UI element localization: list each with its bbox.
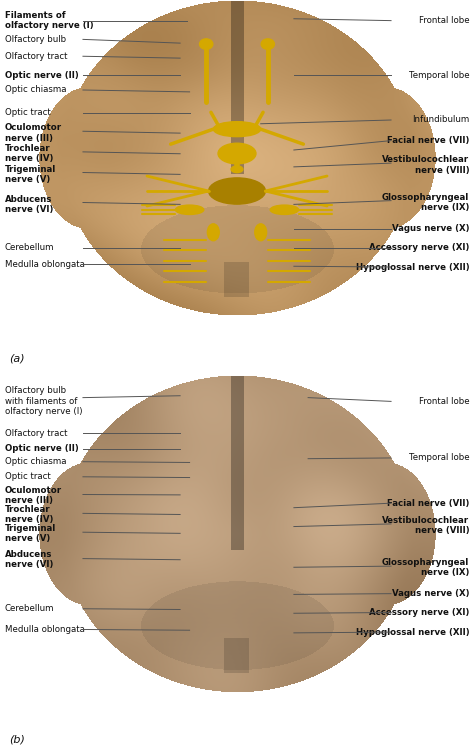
Text: Temporal lobe: Temporal lobe	[409, 71, 469, 80]
Text: Optic chiasma: Optic chiasma	[5, 457, 66, 466]
Text: Glossopharyngeal
nerve (IX): Glossopharyngeal nerve (IX)	[382, 557, 469, 577]
Text: Medulla oblongata: Medulla oblongata	[5, 260, 85, 269]
Text: Medulla oblongata: Medulla oblongata	[5, 625, 85, 634]
Text: Frontal lobe: Frontal lobe	[419, 16, 469, 25]
Text: Cerebellum: Cerebellum	[5, 243, 54, 252]
Text: Trochlear
nerve (IV): Trochlear nerve (IV)	[5, 144, 53, 163]
Text: Hypoglossal nerve (XII): Hypoglossal nerve (XII)	[356, 262, 469, 271]
Text: Infundibulum: Infundibulum	[412, 116, 469, 125]
Text: Facial nerve (VII): Facial nerve (VII)	[387, 136, 469, 145]
Text: Hypoglossal nerve (XII): Hypoglossal nerve (XII)	[356, 628, 469, 637]
Text: Trigeminal
nerve (V): Trigeminal nerve (V)	[5, 523, 56, 543]
Ellipse shape	[207, 224, 219, 241]
Ellipse shape	[255, 224, 267, 241]
Ellipse shape	[270, 205, 299, 214]
Text: Vagus nerve (X): Vagus nerve (X)	[392, 224, 469, 233]
Text: Filaments of
olfactory nerve (I): Filaments of olfactory nerve (I)	[5, 11, 93, 30]
Text: Optic tract: Optic tract	[5, 108, 51, 117]
Text: Trigeminal
nerve (V): Trigeminal nerve (V)	[5, 165, 56, 184]
Text: Frontal lobe: Frontal lobe	[419, 397, 469, 406]
Text: Oculomotor
nerve (III): Oculomotor nerve (III)	[5, 123, 62, 143]
Text: Oculomotor
nerve (III): Oculomotor nerve (III)	[5, 486, 62, 505]
Text: Accessory nerve (XI): Accessory nerve (XI)	[369, 243, 469, 252]
Ellipse shape	[231, 166, 243, 173]
Text: Glossopharyngeal
nerve (IX): Glossopharyngeal nerve (IX)	[382, 193, 469, 212]
Text: Abducens
nerve (VI): Abducens nerve (VI)	[5, 195, 53, 214]
Ellipse shape	[218, 143, 256, 164]
Ellipse shape	[213, 122, 261, 137]
Ellipse shape	[261, 39, 274, 50]
Text: Cerebellum: Cerebellum	[5, 605, 54, 613]
Text: Temporal lobe: Temporal lobe	[409, 453, 469, 462]
Text: Olfactory bulb: Olfactory bulb	[5, 35, 66, 44]
Text: Facial nerve (VII): Facial nerve (VII)	[387, 499, 469, 508]
Ellipse shape	[209, 178, 265, 204]
Text: Optic tract: Optic tract	[5, 472, 51, 481]
Text: (b): (b)	[9, 735, 25, 744]
Text: Trochlear
nerve (IV): Trochlear nerve (IV)	[5, 505, 53, 524]
Text: Vestibulocochlear
nerve (VIII): Vestibulocochlear nerve (VIII)	[382, 516, 469, 535]
Text: Optic chiasma: Optic chiasma	[5, 86, 66, 95]
Text: Abducens
nerve (VI): Abducens nerve (VI)	[5, 550, 53, 569]
Text: Optic nerve (II): Optic nerve (II)	[5, 444, 79, 453]
Text: (a): (a)	[9, 353, 25, 364]
Text: Olfactory tract: Olfactory tract	[5, 52, 67, 61]
Ellipse shape	[175, 205, 204, 214]
Text: Vagus nerve (X): Vagus nerve (X)	[392, 589, 469, 598]
Text: Vestibulocochlear
nerve (VIII): Vestibulocochlear nerve (VIII)	[382, 156, 469, 174]
Text: Accessory nerve (XI): Accessory nerve (XI)	[369, 608, 469, 617]
Text: Olfactory tract: Olfactory tract	[5, 429, 67, 438]
Text: Olfactory bulb
with filaments of
olfactory nerve (I): Olfactory bulb with filaments of olfacto…	[5, 387, 82, 417]
Text: Optic nerve (II): Optic nerve (II)	[5, 71, 79, 80]
Ellipse shape	[200, 39, 213, 50]
